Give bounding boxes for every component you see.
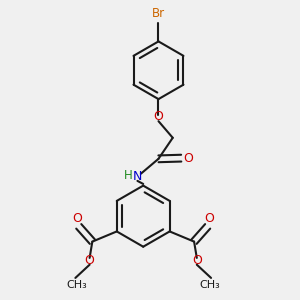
Text: O: O xyxy=(72,212,82,225)
Text: O: O xyxy=(204,212,214,225)
Text: O: O xyxy=(192,254,202,267)
Text: CH₃: CH₃ xyxy=(199,280,220,290)
Text: O: O xyxy=(183,152,193,165)
Text: N: N xyxy=(133,170,142,183)
Text: O: O xyxy=(154,110,164,123)
Text: O: O xyxy=(85,254,94,267)
Text: Br: Br xyxy=(152,8,165,20)
Text: H: H xyxy=(124,169,133,182)
Text: CH₃: CH₃ xyxy=(67,280,87,290)
